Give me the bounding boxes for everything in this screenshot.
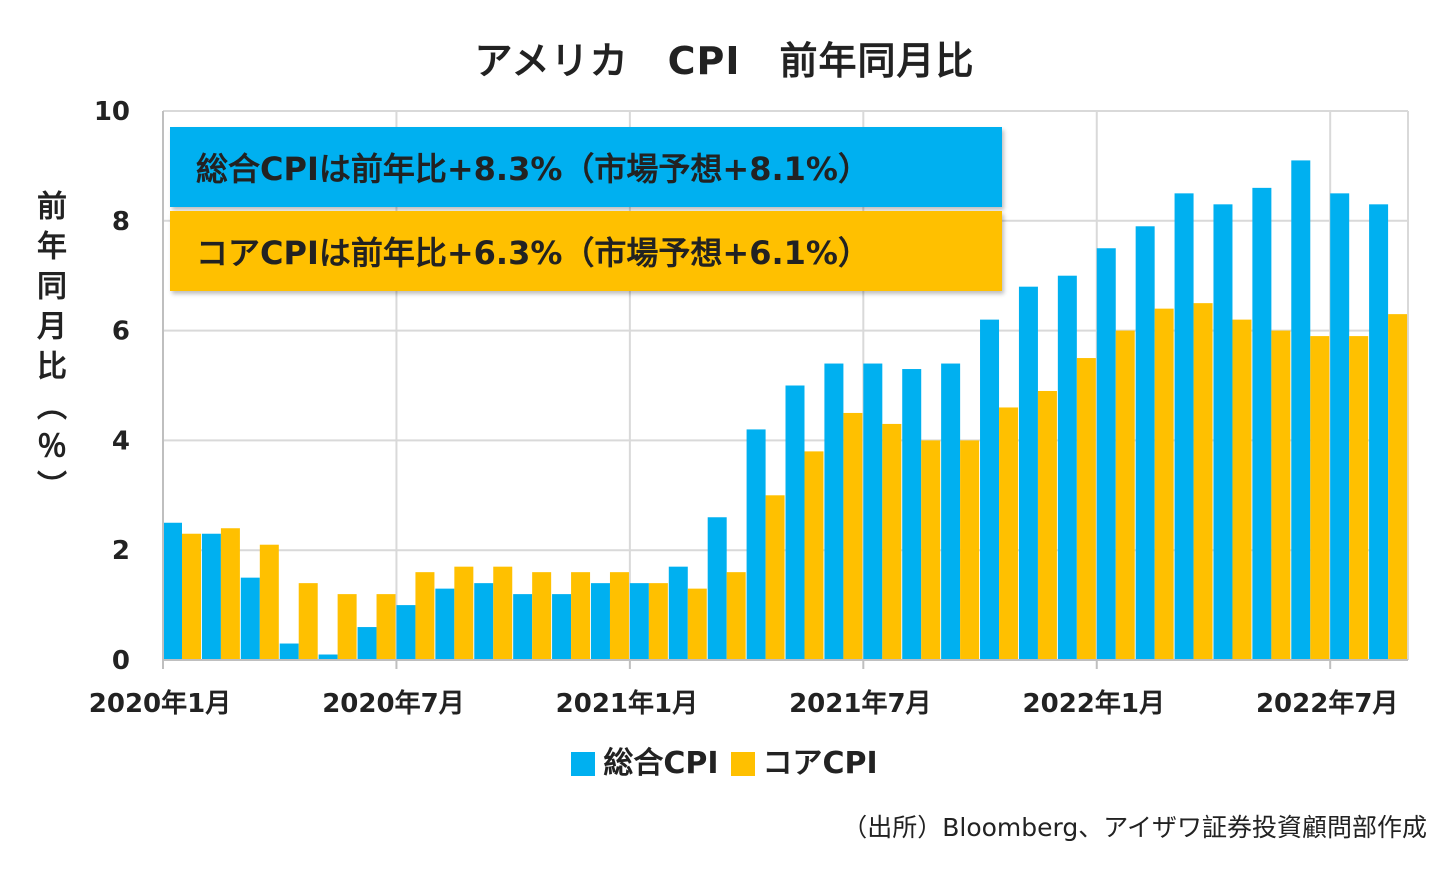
bar-headline-cpi: [1096, 248, 1116, 660]
bar-core-cpi: [609, 572, 629, 660]
bar-headline-cpi: [513, 594, 533, 660]
y-tick-label: 4: [112, 426, 130, 456]
bar-core-cpi: [415, 572, 435, 660]
chart-title: アメリカ CPI 前年同月比: [474, 39, 975, 83]
bar-core-cpi: [259, 544, 279, 660]
bar-headline-cpi: [1174, 193, 1194, 660]
core-cpi-callout: コアCPIは前年比+6.3%（市場予想+6.1%）: [170, 211, 1002, 291]
legend-label-headline: 総合CPI: [603, 746, 719, 781]
bar-core-cpi: [182, 533, 201, 660]
bar-headline-cpi: [746, 429, 766, 660]
bar-headline-cpi: [435, 588, 455, 660]
bar-core-cpi: [765, 495, 785, 660]
bar-core-cpi: [1076, 358, 1096, 660]
y-tick-label: 8: [112, 207, 130, 237]
bar-core-cpi: [1037, 390, 1057, 660]
bar-headline-cpi: [240, 577, 260, 660]
bar-headline-cpi: [941, 363, 961, 660]
legend: 総合CPI コアCPI: [0, 738, 1449, 782]
legend-item-core: コアCPI: [730, 738, 878, 782]
bar-headline-cpi: [668, 566, 688, 660]
bar-headline-cpi: [590, 583, 610, 660]
bar-headline-cpi: [1213, 204, 1233, 660]
bar-core-cpi: [804, 451, 824, 660]
bar-headline-cpi: [902, 369, 922, 660]
bar-headline-cpi: [1330, 193, 1350, 660]
source-note: （出所）Bloomberg、アイザワ証券投資顧問部作成: [842, 813, 1427, 842]
bar-headline-cpi: [863, 363, 883, 660]
bar-core-cpi: [376, 594, 396, 660]
legend-label-core: コアCPI: [762, 746, 878, 781]
bar-headline-cpi: [1135, 226, 1155, 661]
bar-core-cpi: [882, 423, 902, 660]
bar-core-cpi: [1232, 319, 1252, 660]
x-tick-label: 2021年7月: [789, 688, 931, 719]
bar-headline-cpi: [785, 385, 805, 660]
legend-swatch-core: [730, 752, 755, 776]
bar-core-cpi: [921, 440, 941, 660]
bar-core-cpi: [1388, 314, 1408, 660]
y-tick-label: 10: [94, 97, 130, 127]
x-tick-label: 2022年7月: [1256, 688, 1398, 719]
bar-headline-cpi: [318, 654, 338, 660]
x-tick-label: 2020年1月: [89, 688, 231, 719]
bar-core-cpi: [648, 583, 668, 660]
bar-core-cpi: [298, 583, 318, 660]
bar-headline-cpi: [357, 627, 377, 660]
bar-core-cpi: [1310, 336, 1330, 660]
bar-core-cpi: [687, 588, 707, 660]
bar-core-cpi: [1115, 330, 1135, 660]
x-tick-label: 2020年7月: [322, 688, 464, 719]
headline-cpi-callout: 総合CPIは前年比+8.3%（市場予想+8.1%）: [170, 127, 1002, 207]
bar-headline-cpi: [1369, 204, 1389, 660]
bar-core-cpi: [960, 440, 980, 660]
bar-headline-cpi: [1018, 286, 1038, 660]
bar-core-cpi: [726, 572, 746, 660]
x-tick-label: 2021年1月: [556, 688, 698, 719]
bar-headline-cpi: [629, 583, 649, 660]
bar-headline-cpi: [980, 319, 1000, 660]
bar-headline-cpi: [824, 363, 844, 660]
bar-headline-cpi: [396, 605, 416, 660]
bar-core-cpi: [1193, 303, 1213, 660]
bar-headline-cpi: [707, 517, 727, 660]
bar-headline-cpi: [1291, 160, 1311, 660]
bar-core-cpi: [337, 594, 357, 660]
bar-core-cpi: [220, 528, 240, 660]
bar-core-cpi: [843, 412, 863, 660]
bar-core-cpi: [999, 407, 1019, 660]
bar-headline-cpi: [163, 522, 182, 660]
bar-headline-cpi: [552, 594, 572, 660]
bar-headline-cpi: [201, 533, 221, 660]
legend-swatch-headline: [571, 752, 596, 776]
bar-headline-cpi: [1252, 187, 1272, 661]
y-tick-label: 6: [112, 317, 130, 347]
bar-core-cpi: [571, 572, 591, 660]
bar-core-cpi: [454, 566, 474, 660]
y-tick-label: 2: [112, 536, 130, 566]
bar-core-cpi: [532, 572, 552, 660]
y-axis-label: 前年同月比（％）: [31, 190, 66, 510]
bar-core-cpi: [493, 566, 513, 660]
bar-headline-cpi: [474, 583, 494, 660]
legend-item-headline: 総合CPI: [571, 738, 719, 782]
y-tick-label: 0: [112, 646, 130, 676]
bar-core-cpi: [1154, 308, 1174, 660]
x-tick-label: 2022年1月: [1023, 688, 1165, 719]
bar-core-cpi: [1349, 336, 1369, 660]
bar-headline-cpi: [1057, 275, 1077, 660]
bar-core-cpi: [1271, 330, 1291, 660]
bar-headline-cpi: [279, 643, 299, 660]
